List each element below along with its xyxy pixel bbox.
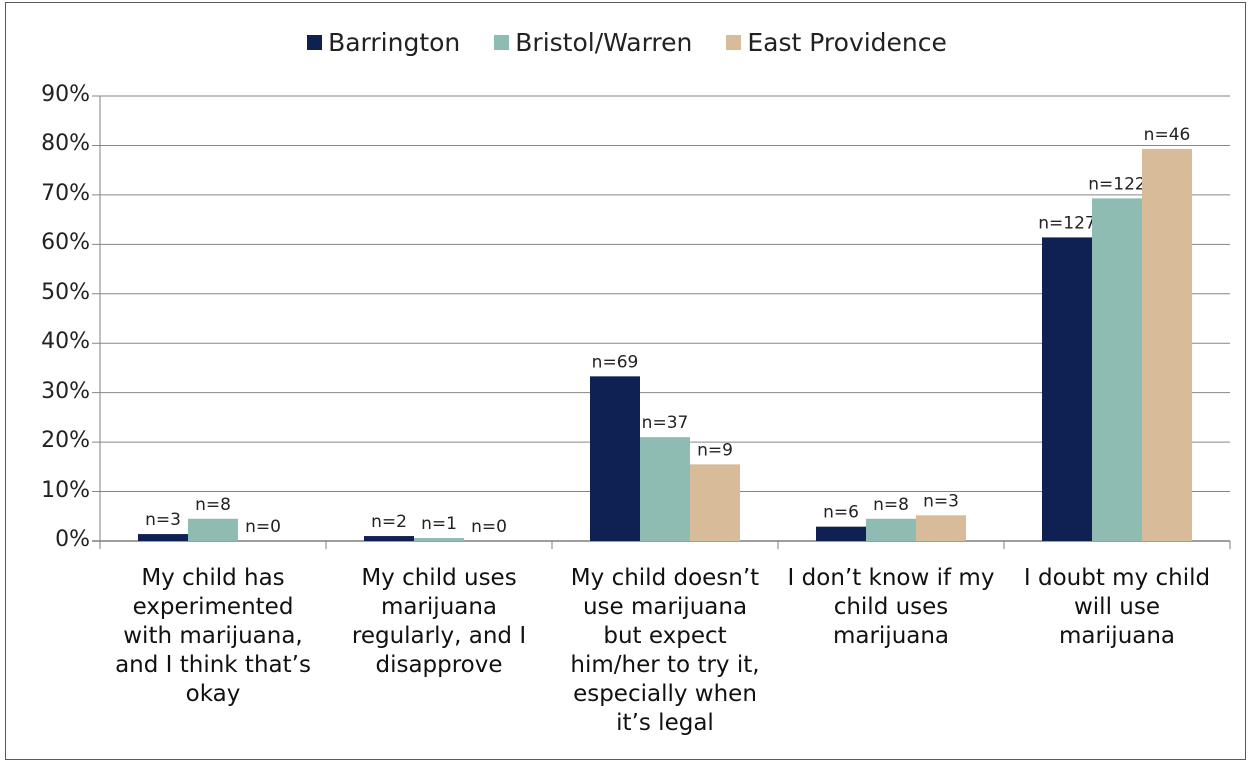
bar <box>364 536 414 541</box>
data-label: n=3 <box>145 510 181 530</box>
y-tick-label: 0% <box>55 527 90 552</box>
bar <box>640 437 690 541</box>
bar <box>188 518 238 541</box>
legend: Barrington Bristol/Warren East Providenc… <box>0 28 1254 57</box>
category-label: I don’t know if my child uses marijuana <box>787 565 995 649</box>
y-tick-label: 20% <box>41 428 90 454</box>
y-tick-label: 10% <box>41 477 90 503</box>
bar <box>916 515 966 541</box>
y-tick-label: 60% <box>41 230 90 256</box>
bar <box>816 526 866 541</box>
data-label: n=6 <box>823 503 859 523</box>
legend-swatch-barrington <box>307 35 323 50</box>
data-label: n=8 <box>195 495 231 515</box>
data-label: n=8 <box>873 495 909 515</box>
y-tick-label: 90% <box>41 82 90 107</box>
data-label: n=0 <box>471 517 507 537</box>
y-tick-label: 80% <box>41 131 90 157</box>
bar <box>1042 237 1092 541</box>
y-tick-label: 30% <box>41 378 90 404</box>
legend-item-barrington: Barrington <box>307 28 460 57</box>
y-tick-label: 50% <box>41 279 90 305</box>
y-tick-label: 40% <box>41 329 90 355</box>
legend-label-barrington: Barrington <box>328 28 461 57</box>
data-label: n=69 <box>592 352 639 372</box>
chart-frame <box>5 2 1246 760</box>
data-label: n=122 <box>1088 174 1145 194</box>
category-label: My child uses marijuana regularly, and I… <box>351 565 527 678</box>
data-label: n=127 <box>1038 213 1095 233</box>
data-label: n=37 <box>642 413 689 433</box>
data-label: n=0 <box>245 517 281 537</box>
legend-swatch-bristol-warren <box>494 35 510 50</box>
data-label: n=1 <box>421 514 457 534</box>
legend-label-east-providence: East Providence <box>747 28 947 57</box>
bar <box>414 538 464 541</box>
bar <box>590 376 640 541</box>
legend-swatch-east-providence <box>726 35 742 50</box>
category-label: I doubt my child will use marijuana <box>1023 565 1211 649</box>
legend-item-bristol-warren: Bristol/Warren <box>494 28 692 57</box>
data-label: n=3 <box>923 491 959 511</box>
category-label: My child has experimented with marijuana… <box>115 565 311 707</box>
bar <box>690 464 740 541</box>
bar <box>1092 198 1142 541</box>
bar <box>1142 148 1192 541</box>
legend-item-east-providence: East Providence <box>726 28 947 57</box>
bar <box>866 518 916 541</box>
y-tick-label: 70% <box>41 180 90 206</box>
data-label: n=9 <box>697 440 733 460</box>
data-label: n=2 <box>371 512 407 532</box>
data-label: n=46 <box>1144 125 1191 145</box>
bar <box>138 534 188 541</box>
legend-label-bristol-warren: Bristol/Warren <box>515 28 693 57</box>
category-label: My child doesn’t use marijuana but expec… <box>570 565 760 736</box>
